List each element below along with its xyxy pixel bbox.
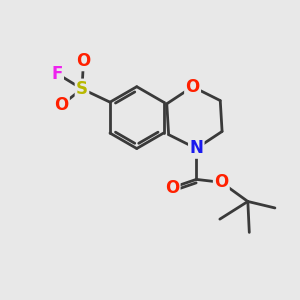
- Text: O: O: [76, 52, 91, 70]
- Text: O: O: [54, 96, 68, 114]
- Text: O: O: [214, 173, 228, 191]
- Text: O: O: [165, 178, 179, 196]
- Text: S: S: [76, 80, 88, 98]
- Text: F: F: [51, 64, 63, 82]
- Text: O: O: [185, 78, 200, 96]
- Text: N: N: [189, 140, 203, 158]
